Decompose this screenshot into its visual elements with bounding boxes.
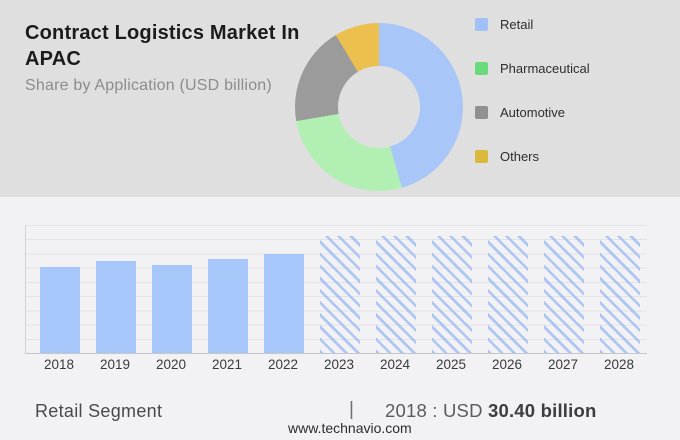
forecast-bar-2027 (544, 236, 584, 353)
legend-label-others: Others (500, 148, 540, 164)
x-axis-label-2026: 2026 (491, 357, 523, 372)
bar-chart-plot-area (25, 225, 647, 354)
legend-item-retail: Retail (475, 16, 590, 32)
legend-label-pharmaceutical: Pharmaceutical (500, 60, 590, 76)
x-axis-label-2019: 2019 (99, 357, 131, 372)
segment-value-prefix: 2018 : USD (385, 400, 488, 421)
others-swatch-icon (475, 149, 488, 163)
legend-label-automotive: Automotive (500, 104, 566, 120)
legend-item-automotive: Automotive (475, 104, 590, 120)
legend-item-pharmaceutical: Pharmaceutical (475, 60, 590, 76)
x-axis-tick-labels: 2018 2019 2020 2021 2022 2023 2024 2025 2026 2027… (25, 357, 646, 373)
automotive-swatch-icon (475, 105, 488, 119)
page-title-line1: Contract Logistics Market In (25, 22, 300, 44)
x-axis-label-2027: 2027 (547, 357, 579, 372)
x-axis-label-2025: 2025 (435, 357, 467, 372)
legend: Retail Pharmaceutical Automotive Others (475, 17, 590, 193)
x-axis-label-2021: 2021 (211, 357, 243, 372)
page-subtitle: Share by Application (USD billion) (25, 77, 272, 94)
x-axis-label-2024: 2024 (379, 357, 411, 372)
x-axis-label-2018: 2018 (43, 357, 75, 372)
x-axis-label-2022: 2022 (267, 357, 299, 372)
bar-2019 (96, 261, 136, 353)
legend-label-retail: Retail (500, 16, 534, 32)
bar-2022 (264, 253, 304, 353)
forecast-bar-2023 (320, 236, 360, 353)
donut-hole (338, 66, 420, 148)
segment-value-amount: 30.40 billion (487, 400, 597, 421)
x-axis-label-2020: 2020 (155, 357, 187, 372)
bar-2018 (40, 266, 80, 353)
bar-2021 (208, 259, 248, 353)
top-panel: Contract Logistics Market In APAC Share … (0, 0, 680, 197)
pharmaceutical-swatch-icon (475, 61, 488, 75)
footer-divider: | (349, 399, 354, 420)
forecast-bar-2025 (432, 236, 472, 353)
x-axis-label-2023: 2023 (323, 357, 355, 372)
segment-label: Retail Segment (35, 401, 163, 421)
forecast-bar-2028 (600, 236, 640, 353)
forecast-bar-2026 (488, 236, 528, 353)
website-url: www.technavio.com (288, 420, 412, 436)
legend-item-others: Others (475, 148, 590, 164)
page-title-line2: APAC (25, 48, 81, 70)
retail-swatch-icon (475, 17, 488, 31)
segment-value: 2018 : USD 30.40 billion (385, 400, 596, 422)
x-axis-label-2028: 2028 (603, 357, 635, 372)
bar-2020 (152, 264, 192, 353)
donut-chart (295, 23, 463, 191)
forecast-bar-2024 (376, 236, 416, 353)
page-title: Contract Logistics Market In APAC (25, 20, 325, 72)
